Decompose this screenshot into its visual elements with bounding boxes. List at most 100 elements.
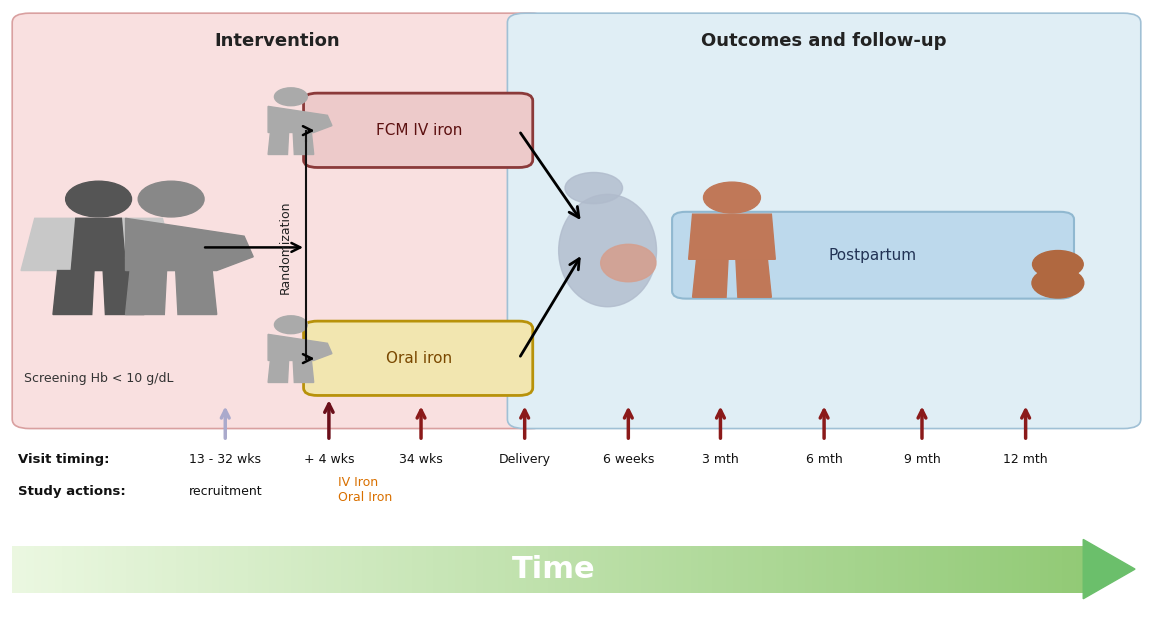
Bar	[984, 546, 992, 593]
Bar	[633, 546, 642, 593]
Text: 34 wks: 34 wks	[399, 453, 443, 466]
Bar	[33, 546, 42, 593]
Polygon shape	[693, 259, 728, 297]
Circle shape	[565, 172, 623, 203]
Bar	[112, 546, 120, 593]
Bar	[1062, 546, 1070, 593]
Bar	[548, 546, 556, 593]
Text: Intervention: Intervention	[214, 33, 340, 50]
Bar	[869, 546, 877, 593]
Bar	[297, 546, 306, 593]
Text: 6 weeks: 6 weeks	[603, 453, 654, 466]
Bar	[905, 546, 913, 593]
Bar	[876, 546, 884, 593]
Bar	[926, 546, 934, 593]
FancyBboxPatch shape	[507, 13, 1140, 429]
Bar	[641, 546, 649, 593]
Bar	[590, 546, 598, 593]
Bar	[355, 546, 363, 593]
Bar	[455, 546, 464, 593]
Bar	[490, 546, 499, 593]
Text: Oral Iron: Oral Iron	[338, 491, 392, 504]
Bar	[127, 546, 135, 593]
Text: Oral iron: Oral iron	[385, 351, 452, 366]
Bar	[762, 546, 770, 593]
Bar	[919, 546, 927, 593]
Polygon shape	[293, 361, 314, 382]
Bar	[711, 546, 721, 593]
Bar	[69, 546, 77, 593]
Bar	[691, 546, 699, 593]
Bar	[205, 546, 213, 593]
Bar	[20, 546, 28, 593]
Bar	[434, 546, 442, 593]
Text: 13 - 32 wks: 13 - 32 wks	[189, 453, 262, 466]
Bar	[1040, 546, 1049, 593]
Bar	[13, 546, 21, 593]
Bar	[304, 546, 314, 593]
Bar	[798, 546, 806, 593]
Bar	[805, 546, 813, 593]
Text: Screening Hb < 10 g/dL: Screening Hb < 10 g/dL	[24, 372, 173, 385]
Bar	[955, 546, 963, 593]
Bar	[190, 546, 199, 593]
Bar	[912, 546, 920, 593]
Bar	[376, 546, 385, 593]
Text: Visit timing:: Visit timing:	[18, 453, 110, 466]
Bar	[655, 546, 663, 593]
Text: Outcomes and follow-up: Outcomes and follow-up	[701, 33, 947, 50]
Bar	[812, 546, 820, 593]
Bar	[847, 546, 856, 593]
Bar	[40, 546, 50, 593]
Bar	[612, 546, 620, 593]
Polygon shape	[126, 218, 254, 270]
Bar	[648, 546, 656, 593]
Text: recruitment: recruitment	[188, 485, 262, 498]
Bar	[384, 546, 392, 593]
Bar	[212, 546, 220, 593]
Bar	[576, 546, 585, 593]
Bar	[834, 546, 842, 593]
Bar	[98, 546, 106, 593]
Bar	[270, 546, 278, 593]
Polygon shape	[71, 218, 126, 270]
Bar	[226, 546, 235, 593]
Bar	[747, 546, 756, 593]
Bar	[326, 546, 334, 593]
Polygon shape	[126, 270, 166, 314]
Bar	[597, 546, 606, 593]
Bar	[462, 546, 470, 593]
Polygon shape	[1083, 540, 1135, 598]
Bar	[505, 546, 513, 593]
Bar	[941, 546, 949, 593]
Bar	[291, 546, 299, 593]
Text: IV Iron: IV Iron	[338, 476, 378, 490]
Bar	[990, 546, 998, 593]
Bar	[684, 546, 692, 593]
Bar	[841, 546, 849, 593]
Bar	[62, 546, 70, 593]
Text: 12 mth: 12 mth	[1003, 453, 1048, 466]
Bar	[897, 546, 906, 593]
Polygon shape	[103, 270, 144, 314]
Text: FCM IV iron: FCM IV iron	[376, 123, 462, 138]
Bar	[312, 546, 321, 593]
Bar	[105, 546, 113, 593]
Bar	[27, 546, 35, 593]
Bar	[340, 546, 349, 593]
Bar	[1012, 546, 1020, 593]
Bar	[405, 546, 413, 593]
Bar	[883, 546, 891, 593]
Bar	[55, 546, 63, 593]
Bar	[1033, 546, 1041, 593]
FancyBboxPatch shape	[303, 321, 533, 396]
Bar	[319, 546, 327, 593]
Polygon shape	[736, 259, 771, 297]
Bar	[141, 546, 149, 593]
Bar	[1026, 546, 1034, 593]
Text: 3 mth: 3 mth	[702, 453, 739, 466]
Ellipse shape	[559, 194, 656, 307]
Bar	[333, 546, 341, 593]
Bar	[262, 546, 271, 593]
Circle shape	[703, 182, 761, 213]
